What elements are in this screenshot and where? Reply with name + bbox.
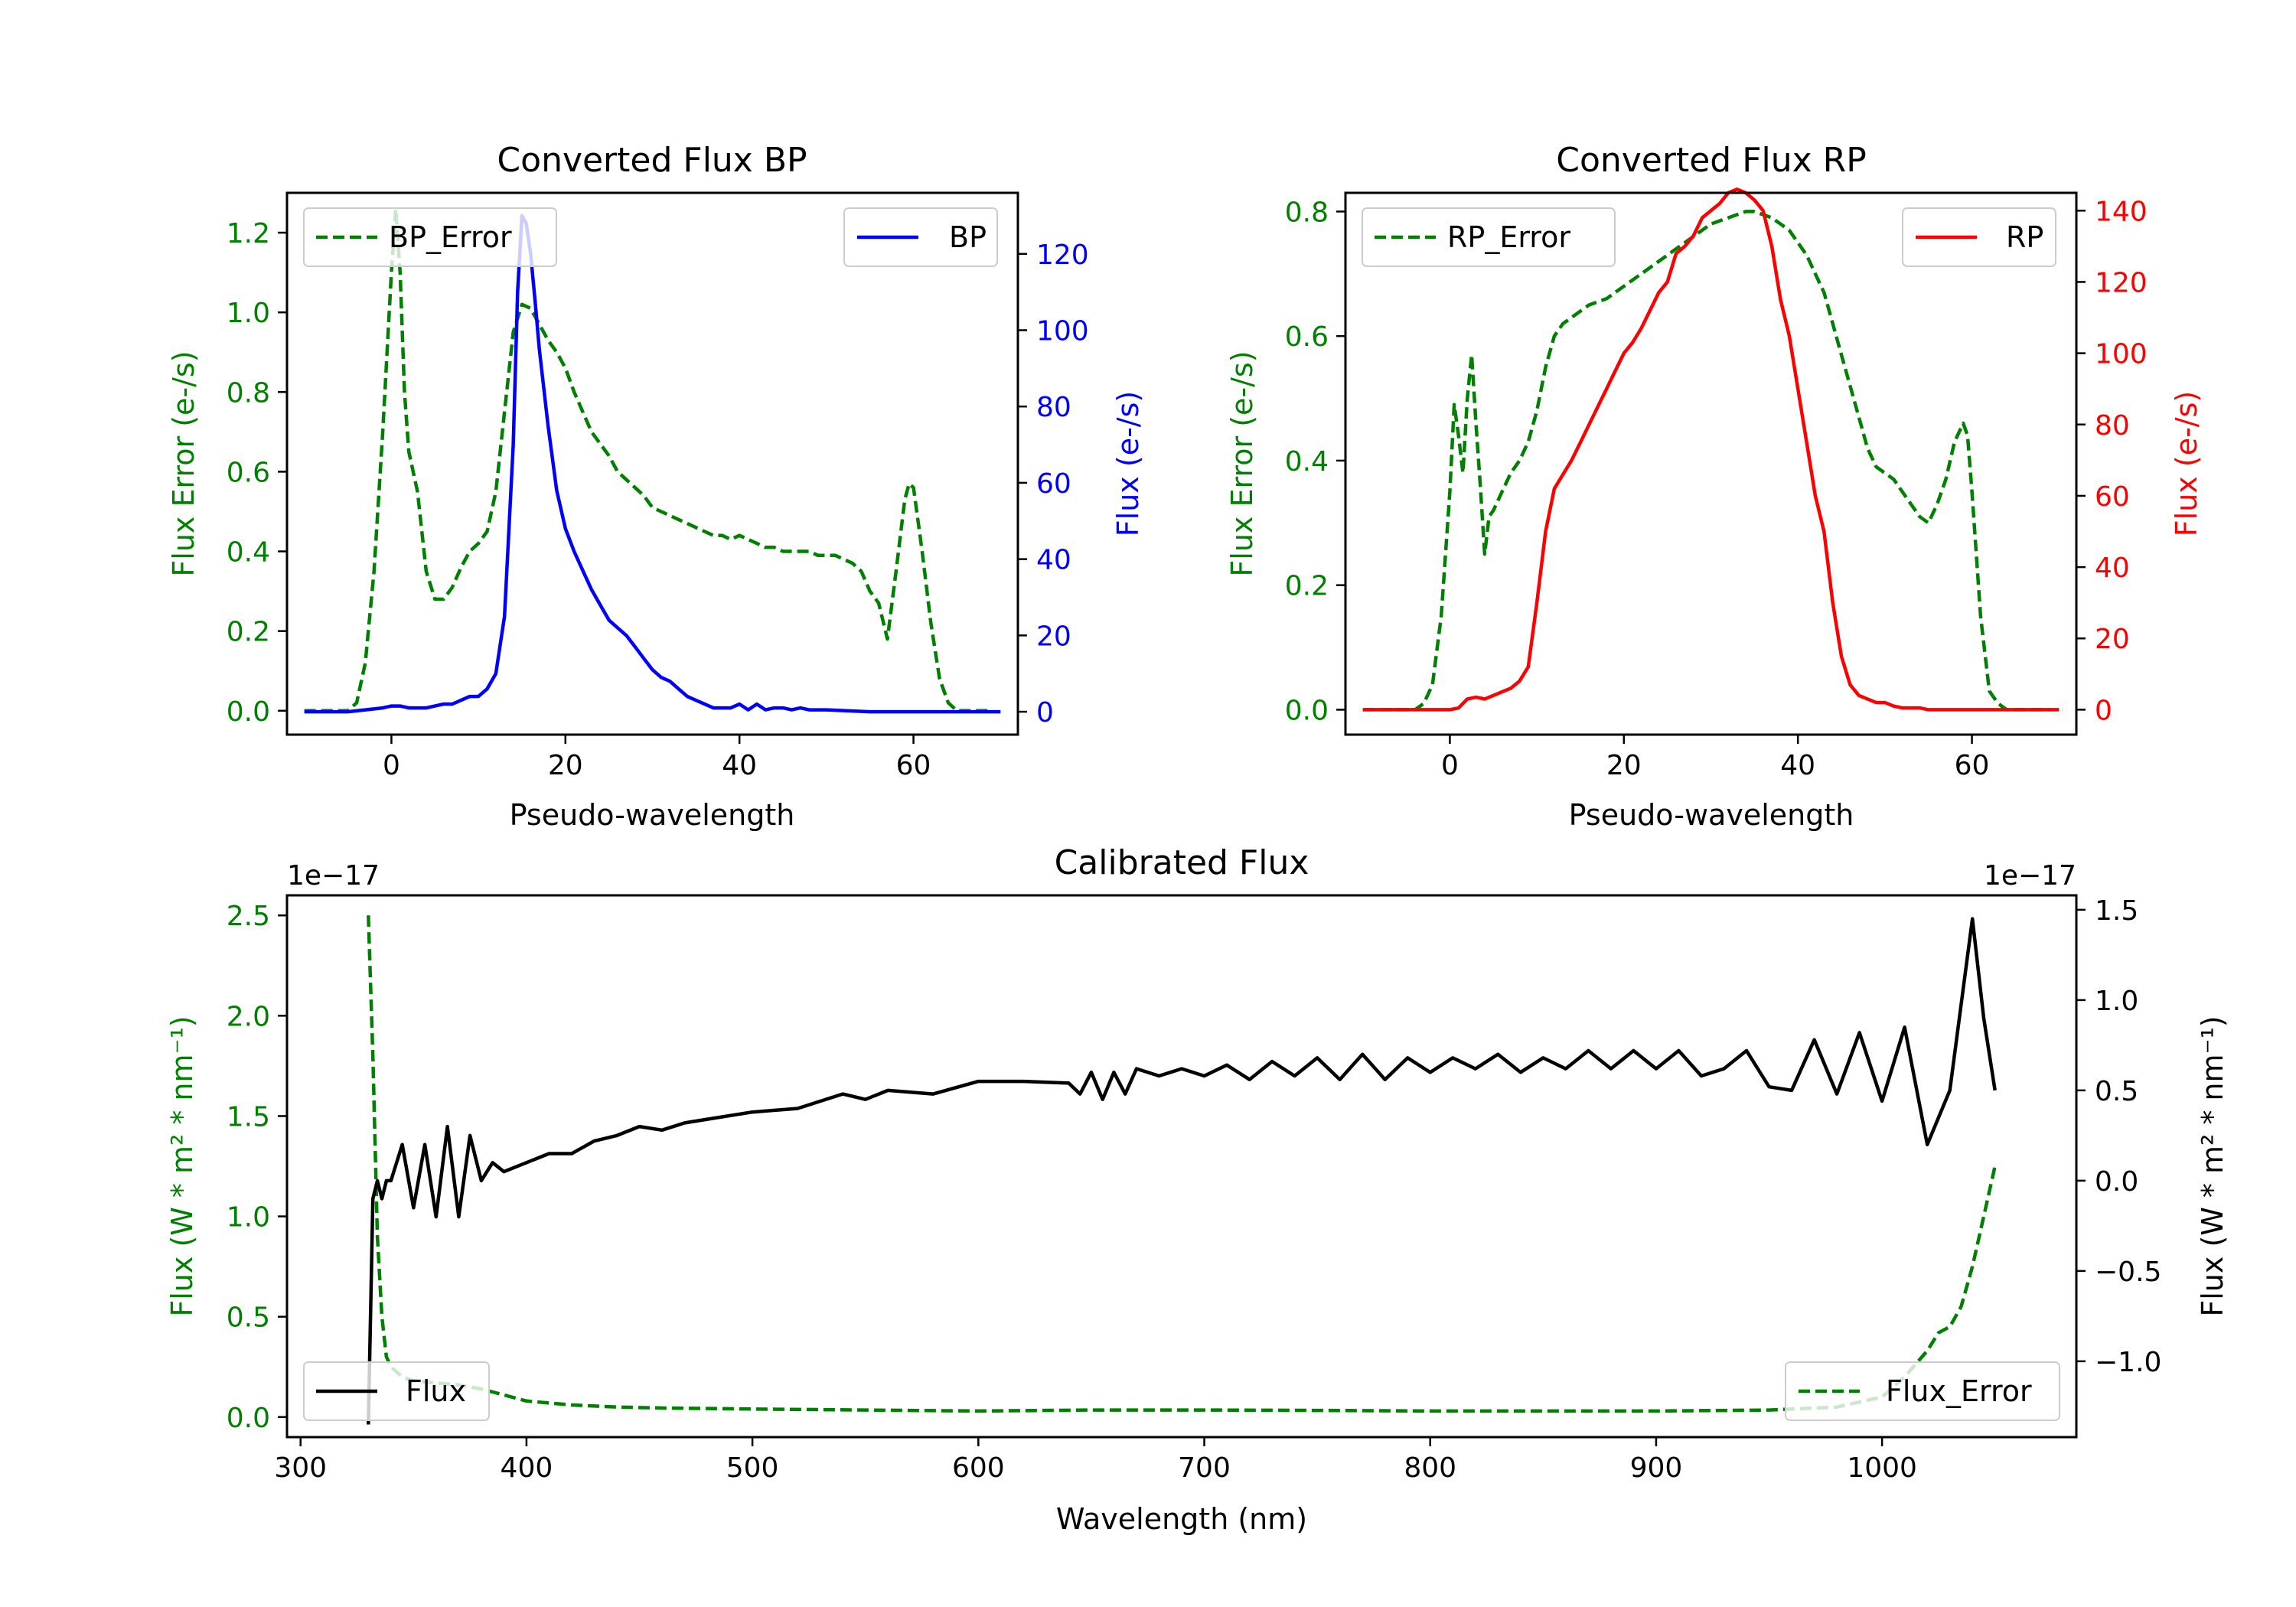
x-tick-label: 40 (722, 750, 757, 781)
panel-rp: 0 20 40 60 0.0 0.2 0.4 0.6 0.8 0 20 40 60 80 100 120 140… (1225, 141, 2203, 832)
x-tick-label: 800 (1404, 1452, 1456, 1484)
legend-label-rp-error: RP_Error (1447, 220, 1570, 254)
x-tick-label: 20 (1606, 750, 1642, 781)
y-tick-label-left: 0.6 (1285, 321, 1329, 353)
x-tick-label: 60 (896, 750, 931, 781)
y-tick-label-left: 1.5 (227, 1101, 270, 1133)
panel-rp-xlabel: Pseudo-wavelength (1569, 798, 1854, 832)
y-tick-label-right: 100 (1036, 315, 1089, 347)
panel-bp-frame (285, 191, 1019, 736)
legend-label-flux-error: Flux_Error (1886, 1374, 2032, 1408)
series-line-rp (1362, 187, 2060, 712)
panel-rp-legend-flux: RP (1902, 207, 2056, 267)
y-tick-label-left: 0.4 (227, 537, 270, 569)
panel-rp-title: Converted Flux RP (1556, 141, 1867, 180)
y-tick-label-left: 2.0 (227, 1001, 270, 1032)
x-tick-label: 1000 (1847, 1452, 1917, 1484)
x-tick-label: 400 (501, 1452, 553, 1484)
y-tick-label-right: 20 (1036, 621, 1071, 652)
panel-rp-frame (1344, 191, 2078, 736)
y-tick-label-left: 0.0 (227, 1403, 270, 1434)
y-tick-label-right: 60 (2095, 481, 2130, 513)
panel-rp-legend-error: RP_Error (1362, 207, 1616, 267)
y-tick-label-left: 0.0 (1285, 695, 1329, 726)
x-tick-label: 0 (383, 750, 400, 781)
y-tick-label-right: 1.0 (2095, 986, 2138, 1017)
y-tick-label-right: 1.5 (2095, 895, 2138, 927)
y-tick-label-right: 80 (2095, 410, 2130, 442)
panel-calibrated-legend-error: Flux_Error (1785, 1361, 2060, 1421)
panel-calibrated-offset-right: 1e−17 (1984, 860, 2076, 892)
y-tick-label-right: 100 (2095, 339, 2148, 370)
y-tick-label-left: 0.2 (227, 617, 270, 648)
y-tick-label-left: 0.6 (227, 457, 270, 488)
y-tick-label-right: 40 (1036, 545, 1071, 576)
y-tick-label-left: 0.5 (227, 1302, 270, 1334)
y-tick-label-right: 40 (2095, 553, 2130, 584)
y-tick-label-right: 0.0 (2095, 1166, 2138, 1198)
y-tick-label-right: 60 (1036, 468, 1071, 500)
y-tick-label-right: −0.5 (2095, 1257, 2161, 1288)
panel-rp-ylabel-right: Flux (e-/s) (2170, 391, 2203, 536)
series-line-bp (304, 214, 1001, 714)
panel-bp-ylabel-left: Flux Error (e-/s) (167, 350, 201, 576)
series-line-bp-error (304, 207, 992, 713)
panel-bp-title: Converted Flux BP (497, 141, 807, 180)
panel-calibrated-xlabel: Wavelength (nm) (1056, 1502, 1307, 1536)
y-tick-label-right: 120 (2095, 267, 2148, 298)
panel-bp-legend-error: BP_Error (303, 207, 557, 267)
x-tick-label: 500 (726, 1452, 779, 1484)
y-tick-label-right: −1.0 (2095, 1347, 2161, 1378)
legend-label-rp: RP (2006, 220, 2043, 254)
x-tick-label: 60 (1955, 750, 1990, 781)
y-tick-label-right: 80 (1036, 392, 1071, 423)
panel-bp-ticks: 0 20 40 60 0.0 0.2 0.4 0.6 0.8 1.0 1.2 0 20 40 60 80 100… (227, 218, 1089, 781)
panel-calibrated-frame (285, 894, 2078, 1439)
x-tick-label: 900 (1630, 1452, 1683, 1484)
panel-calibrated-legend-flux: Flux (303, 1361, 490, 1421)
panel-calibrated-title: Calibrated Flux (1055, 843, 1309, 882)
legend-label-bp: BP (949, 220, 987, 254)
y-tick-label-right: 0.5 (2095, 1076, 2138, 1107)
y-tick-label-left: 1.0 (227, 298, 270, 329)
panel-rp-lines (1362, 187, 2060, 712)
series-line-rp-error (1362, 210, 2050, 712)
y-tick-label-right: 140 (2095, 196, 2148, 227)
panel-rp-ticks: 0 20 40 60 0.0 0.2 0.4 0.6 0.8 0 20 40 60 80 100 120 140 (1285, 196, 2148, 781)
x-tick-label: 40 (1780, 750, 1815, 781)
x-tick-label: 300 (274, 1452, 327, 1484)
panel-bp-ylabel-right: Flux (e-/s) (1111, 391, 1145, 536)
y-tick-label-right: 0 (2095, 695, 2112, 726)
y-tick-label-left: 0.2 (1285, 571, 1329, 602)
panel-bp-lines (304, 207, 1001, 714)
panel-calibrated-offset-left: 1e−17 (287, 860, 380, 892)
panel-bp: 0 20 40 60 0.0 0.2 0.4 0.6 0.8 1.0 1.2 0 20 40 60 80 100… (167, 141, 1145, 832)
x-tick-label: 20 (548, 750, 583, 781)
panel-rp-ylabel-left: Flux Error (e-/s) (1225, 350, 1259, 576)
panel-calibrated-ylabel-left: Flux (W * m² * nm⁻¹) (165, 1015, 199, 1316)
legend-label-flux: Flux (406, 1374, 466, 1408)
legend-label-bp-error: BP_Error (389, 220, 512, 254)
y-tick-label-left: 2.5 (227, 901, 270, 932)
panel-calibrated-ticks: 300 400 500 600 700 800 900 1000 0.0 0.5 1.0 1.5 2.0… (227, 895, 2162, 1484)
y-tick-label-left: 1.0 (227, 1202, 270, 1234)
y-tick-label-right: 0 (1036, 697, 1054, 729)
series-line-flux (367, 917, 1997, 1425)
y-tick-label-left: 0.0 (227, 696, 270, 728)
panel-calibrated-ylabel-right: Flux (W * m² * nm⁻¹) (2196, 1015, 2229, 1316)
y-tick-label-left: 0.8 (227, 377, 270, 409)
x-tick-label: 700 (1178, 1452, 1231, 1484)
x-tick-label: 600 (952, 1452, 1005, 1484)
y-tick-label-left: 0.4 (1285, 446, 1329, 478)
y-tick-label-right: 120 (1036, 240, 1089, 271)
panel-calibrated: 300 400 500 600 700 800 900 1000 0.0 0.5 1.0 1.5 2.0… (165, 843, 2229, 1536)
y-tick-label-left: 1.2 (227, 218, 270, 249)
panel-bp-xlabel: Pseudo-wavelength (510, 798, 795, 832)
panel-bp-legend-flux: BP (843, 207, 998, 267)
y-tick-label-right: 20 (2095, 624, 2130, 655)
y-tick-label-left: 0.8 (1285, 197, 1329, 228)
x-tick-label: 0 (1441, 750, 1459, 781)
